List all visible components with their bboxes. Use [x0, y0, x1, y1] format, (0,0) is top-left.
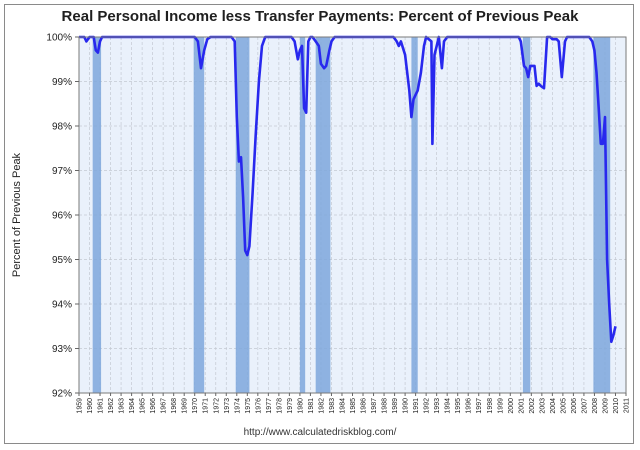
x-tick-label: 1988	[382, 398, 389, 414]
x-tick-label: 1992	[424, 398, 431, 414]
x-tick-label: 1975	[245, 398, 252, 414]
recession-band	[315, 37, 331, 393]
x-tick-label: 2007	[581, 398, 588, 414]
recession-band	[411, 37, 418, 393]
x-tick-label: 1983	[329, 398, 336, 414]
y-tick-label: 96%	[52, 211, 72, 222]
y-tick-label: 99%	[52, 77, 72, 88]
y-tick-label: 93%	[52, 344, 72, 355]
x-tick-label: 2002	[529, 398, 536, 414]
x-tick-label: 2006	[571, 398, 578, 414]
source-url: http://www.calculatedriskblog.com/	[243, 427, 397, 438]
x-tick-label: 1982	[318, 398, 325, 414]
x-tick-label: 1986	[361, 398, 368, 414]
x-tick-label: 1966	[150, 398, 157, 414]
x-tick-label: 1967	[161, 398, 168, 414]
chart-title: Real Personal Income less Transfer Payme…	[61, 8, 579, 25]
x-tick-label: 1979	[287, 398, 294, 414]
x-tick-label: 1987	[371, 398, 378, 414]
y-tick-label: 94%	[52, 300, 72, 311]
x-tick-label: 1985	[350, 398, 357, 414]
x-tick-label: 1964	[129, 398, 136, 414]
y-tick-label: 98%	[52, 122, 72, 133]
x-tick-label: 2001	[518, 398, 525, 414]
x-tick-label: 1961	[98, 398, 105, 414]
x-tick-label: 1971	[203, 398, 210, 414]
y-tick-label: 95%	[52, 255, 72, 266]
x-tick-label: 1989	[392, 398, 399, 414]
x-tick-label: 2011	[624, 398, 631, 413]
x-tick-label: 2008	[592, 398, 599, 414]
x-tick-label: 1980	[297, 398, 304, 414]
x-tick-label: 1969	[182, 398, 189, 414]
x-tick-label: 1972	[213, 398, 220, 414]
x-tick-label: 1994	[445, 398, 452, 414]
x-tick-label: 2009	[602, 398, 609, 414]
x-tick-label: 1968	[171, 398, 178, 414]
x-tick-label: 1993	[434, 398, 441, 414]
x-tick-label: 1978	[276, 398, 283, 414]
x-tick-label: 1974	[234, 398, 241, 414]
x-tick-label: 2010	[613, 398, 620, 414]
recession-band	[299, 37, 306, 393]
recession-band	[522, 37, 531, 393]
x-tick-label: 1984	[339, 398, 346, 414]
series-line	[79, 35, 617, 344]
x-tick-label: 1959	[77, 398, 84, 414]
x-tick-label: 2004	[550, 398, 557, 414]
x-tick-label: 2000	[508, 398, 515, 414]
y-axis-label: Percent of Previous Peak	[11, 152, 23, 277]
x-tick-label: 1981	[308, 398, 315, 414]
x-tick-label: 1998	[487, 398, 494, 414]
x-tick-label: 1977	[266, 398, 273, 414]
x-tick-label: 1999	[497, 398, 504, 414]
x-tick-label: 1963	[119, 398, 126, 414]
x-tick-label: 2003	[539, 398, 546, 414]
y-tick-label: 97%	[52, 166, 72, 177]
x-tick-label: 1991	[413, 398, 420, 414]
recession-band	[193, 37, 205, 393]
x-tick-label: 1990	[403, 398, 410, 414]
x-tick-label: 1960	[87, 398, 94, 414]
recession-band	[92, 37, 102, 393]
x-tick-label: 2005	[560, 398, 567, 414]
x-tick-label: 1970	[192, 398, 199, 414]
x-tick-label: 1995	[455, 398, 462, 414]
x-tick-label: 1976	[255, 398, 262, 414]
y-tick-label: 92%	[52, 389, 72, 400]
x-tick-label: 1996	[466, 398, 473, 414]
x-tick-label: 1997	[476, 398, 483, 414]
x-tick-label: 1973	[224, 398, 231, 414]
y-tick-label: 100%	[46, 33, 72, 44]
x-tick-label: 1962	[108, 398, 115, 414]
x-tick-label: 1965	[140, 398, 147, 414]
